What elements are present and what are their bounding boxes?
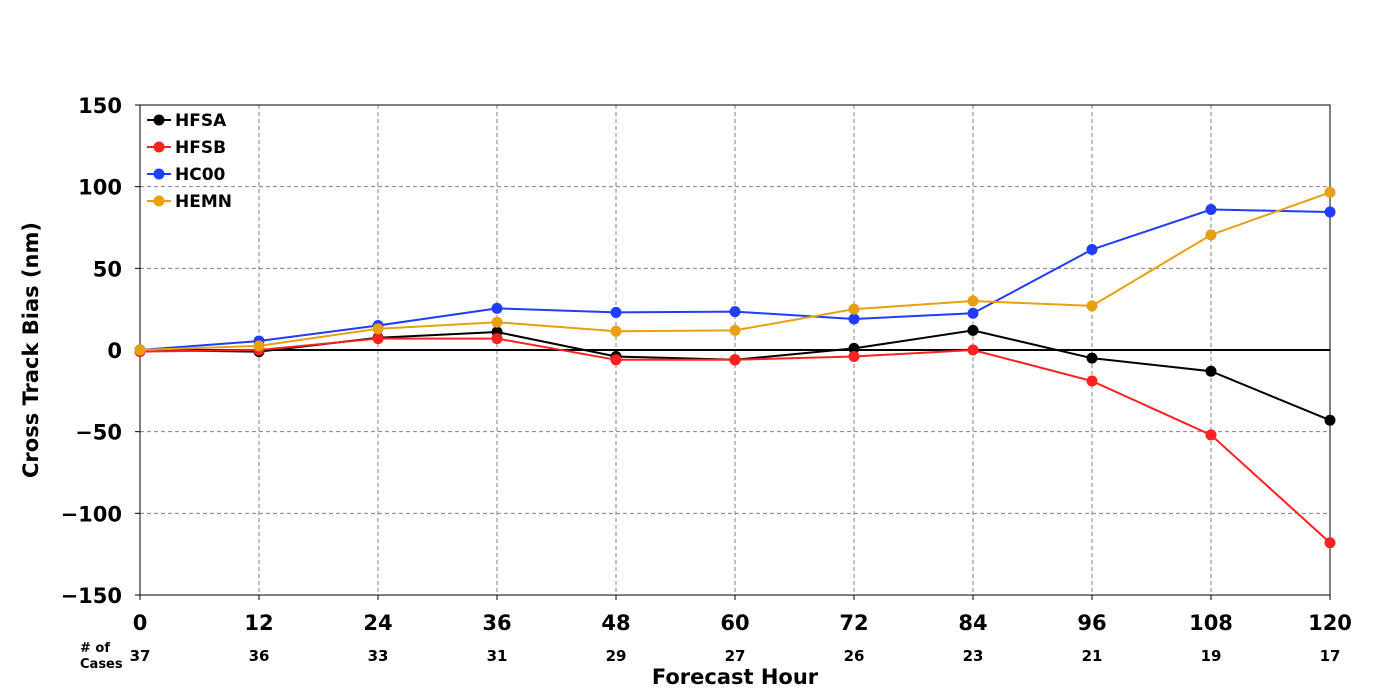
cases-row: # of Cases 37 36 33 31 29 27 26 23 21 19 17 — [80, 641, 1340, 672]
case-count-label: 36 — [249, 647, 270, 665]
data-point — [372, 333, 384, 345]
legend-label: HFSB — [175, 138, 226, 158]
data-point — [1205, 429, 1217, 441]
case-count-label: 26 — [844, 647, 865, 665]
legend-item: HC00 — [147, 165, 226, 185]
data-point — [967, 324, 979, 336]
legend-swatch-marker — [153, 168, 165, 180]
data-point — [1086, 244, 1098, 256]
legend-label: HEMN — [175, 192, 232, 212]
case-count-label: 27 — [725, 647, 746, 665]
case-count-label: 33 — [368, 647, 389, 665]
data-point — [967, 344, 979, 356]
x-tick-label: 108 — [1189, 611, 1233, 635]
x-axis-title: Forecast Hour — [652, 665, 819, 689]
data-point — [610, 306, 622, 318]
data-point — [729, 306, 741, 318]
x-tick-label: 24 — [363, 611, 392, 635]
data-point — [1324, 186, 1336, 198]
legend-swatch-marker — [153, 141, 165, 153]
series-hemn — [134, 186, 1336, 356]
case-count-label: 29 — [606, 647, 627, 665]
legend-item: HEMN — [147, 192, 232, 212]
data-point — [491, 302, 503, 314]
data-point — [1205, 229, 1217, 241]
x-tick-label: 48 — [601, 611, 630, 635]
case-count-label: 21 — [1082, 647, 1103, 665]
y-axis-title: Cross Track Bias (nm) — [19, 222, 43, 478]
x-axis-ticks: 0 12 24 36 48 60 72 84 96 108 120 — [133, 595, 1352, 635]
legend-swatch-marker — [153, 195, 165, 207]
data-point — [848, 313, 860, 325]
data-point — [372, 323, 384, 335]
data-point — [1086, 375, 1098, 387]
data-point — [1324, 537, 1336, 549]
data-point — [1086, 300, 1098, 312]
data-point — [1086, 352, 1098, 364]
data-point — [491, 333, 503, 345]
data-point — [729, 354, 741, 366]
y-axis-ticks: −150 −100 −50 0 50 100 150 — [61, 94, 140, 608]
case-count-label: 31 — [487, 647, 508, 665]
y-tick-label: 0 — [107, 339, 122, 363]
data-point — [1205, 365, 1217, 377]
legend: HFSA HFSB HC00 HEMN — [147, 111, 232, 212]
data-point — [848, 351, 860, 363]
data-point — [610, 325, 622, 337]
case-count-label: 37 — [130, 647, 151, 665]
legend-item: HFSA — [147, 111, 227, 131]
cases-header-line1: # of — [80, 641, 110, 656]
data-point — [1205, 204, 1217, 216]
x-tick-label: 84 — [958, 611, 987, 635]
x-tick-label: 72 — [839, 611, 868, 635]
legend-label: HC00 — [175, 165, 226, 185]
case-count-label: 19 — [1201, 647, 1222, 665]
data-point — [253, 340, 265, 352]
x-tick-label: 36 — [482, 611, 511, 635]
legend-swatch-marker — [153, 114, 165, 126]
data-point — [134, 344, 146, 356]
x-tick-label: 60 — [720, 611, 749, 635]
x-tick-label: 12 — [244, 611, 273, 635]
data-point — [729, 324, 741, 336]
data-point — [848, 342, 860, 354]
x-tick-label: 96 — [1077, 611, 1106, 635]
x-tick-label: 120 — [1308, 611, 1352, 635]
data-point — [1324, 414, 1336, 426]
series-lines — [134, 186, 1336, 549]
data-point — [610, 354, 622, 366]
cases-header-line2: Cases — [80, 657, 123, 672]
y-tick-label: −100 — [61, 502, 122, 526]
legend-item: HFSB — [147, 138, 226, 158]
case-count-label: 23 — [963, 647, 984, 665]
x-tick-label: 0 — [133, 611, 148, 635]
case-count-label: 17 — [1320, 647, 1341, 665]
y-tick-label: −150 — [61, 584, 122, 608]
data-point — [967, 307, 979, 319]
legend-label: HFSA — [175, 111, 227, 131]
y-tick-label: 150 — [78, 94, 122, 118]
data-point — [491, 316, 503, 328]
y-tick-label: 50 — [93, 257, 122, 281]
y-tick-label: −50 — [75, 421, 122, 445]
data-point — [848, 303, 860, 315]
data-point — [1324, 206, 1336, 218]
y-tick-label: 100 — [78, 176, 122, 200]
data-point — [967, 295, 979, 307]
